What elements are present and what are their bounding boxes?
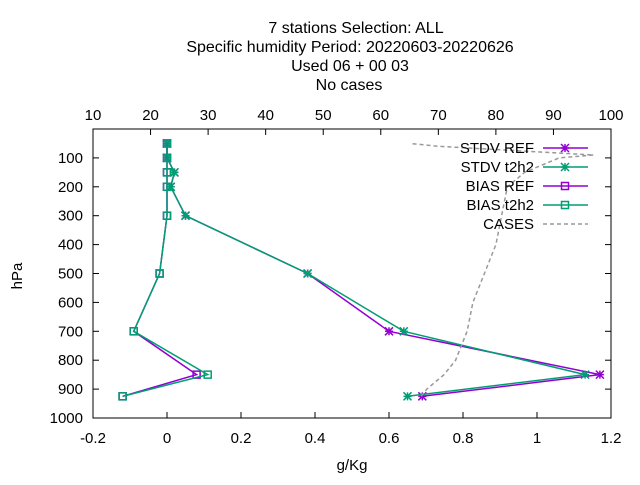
y-tick-label: 200 (58, 179, 83, 196)
series-line (166, 143, 601, 398)
y-tick-label: 800 (58, 352, 83, 369)
data-point (203, 370, 212, 379)
data-point (303, 268, 313, 279)
data-point (162, 139, 172, 148)
x2-tick-label: 50 (315, 107, 332, 124)
x-axis-top: 10 20 30 40 50 60 70 80 90 100 (85, 107, 624, 135)
data-point (162, 182, 172, 192)
legend-marker (560, 181, 570, 191)
x-tick-label: 0.4 (305, 430, 326, 447)
legend-marker (560, 200, 570, 210)
x2-tick-label: 70 (430, 107, 447, 124)
data-point (162, 153, 172, 163)
x2-tick-label: 100 (598, 107, 623, 124)
data-point (580, 370, 590, 380)
x2-tick-label: 20 (142, 107, 159, 124)
series-stdv-ref (162, 138, 605, 401)
data-point (180, 211, 191, 221)
data-point (402, 391, 413, 401)
y-tick-label: 700 (58, 323, 83, 340)
series-bias-t2h2 (118, 139, 212, 401)
x2-tick-label: 40 (257, 107, 274, 124)
data-point (162, 211, 172, 220)
title-line-3: Used 06 + 00 03 (291, 58, 409, 75)
y-axis-left: 100 200 300 400 500 600 700 800 900 1000 (50, 150, 611, 427)
data-point (129, 327, 138, 336)
legend-label: CASES (483, 216, 534, 233)
y-tick-label: 100 (58, 150, 83, 167)
x2-tick-label: 90 (545, 107, 562, 124)
x-tick-label: 0.6 (379, 430, 400, 447)
legend-label: BIAS t2h2 (466, 197, 534, 214)
y-tick-label: 300 (58, 208, 83, 225)
x-tick-label: 1.2 (601, 430, 622, 447)
series-cases (409, 142, 594, 397)
legend-label: STDV t2h2 (461, 159, 534, 176)
series-line (122, 143, 210, 398)
data-point (384, 326, 394, 336)
x-tick-label: 0.8 (453, 430, 474, 447)
title-line-1: 7 stations Selection: ALL (268, 20, 443, 37)
data-point (162, 168, 172, 177)
y-tick-label: 1000 (50, 410, 83, 427)
title-line-2: Specific humidity Period: 20220603-20220… (186, 39, 513, 56)
data-point (399, 326, 409, 336)
legend-marker (560, 162, 570, 172)
x2-tick-label: 30 (200, 107, 217, 124)
legend: STDV REF STDV t2h2 BIAS REF BIAS t2h2 CASES (460, 140, 588, 233)
data-point (155, 269, 164, 278)
data-point (595, 370, 605, 380)
x-axis-bottom: -0.2 0 0.2 0.4 0.6 0.8 1 1.2 (80, 412, 621, 447)
x-tick-label: -0.2 (80, 430, 106, 447)
chart-title: 7 stations Selection: ALL Specific humid… (186, 20, 513, 94)
x-tick-label: 0 (163, 430, 171, 447)
data-point (169, 167, 179, 177)
title-line-4: No cases (316, 77, 383, 94)
legend-marker (560, 143, 570, 153)
data-point (118, 392, 127, 401)
legend-label: STDV REF (460, 140, 534, 157)
x-tick-label: 1 (533, 430, 541, 447)
x2-tick-label: 10 (85, 107, 102, 124)
y-tick-label: 400 (58, 237, 83, 254)
x2-tick-label: 80 (488, 107, 505, 124)
x2-tick-label: 60 (372, 107, 389, 124)
y-tick-label: 900 (58, 381, 83, 398)
data-point (417, 391, 427, 401)
legend-label: BIAS REF (466, 178, 534, 195)
x-axis-label: g/Kg (337, 457, 368, 474)
series-line (409, 142, 594, 397)
y-tick-label: 500 (58, 266, 83, 283)
y-tick-label: 600 (58, 294, 83, 311)
series-group (118, 138, 605, 401)
x-tick-label: 0.2 (231, 430, 252, 447)
y-axis-label: hPa (9, 262, 26, 289)
